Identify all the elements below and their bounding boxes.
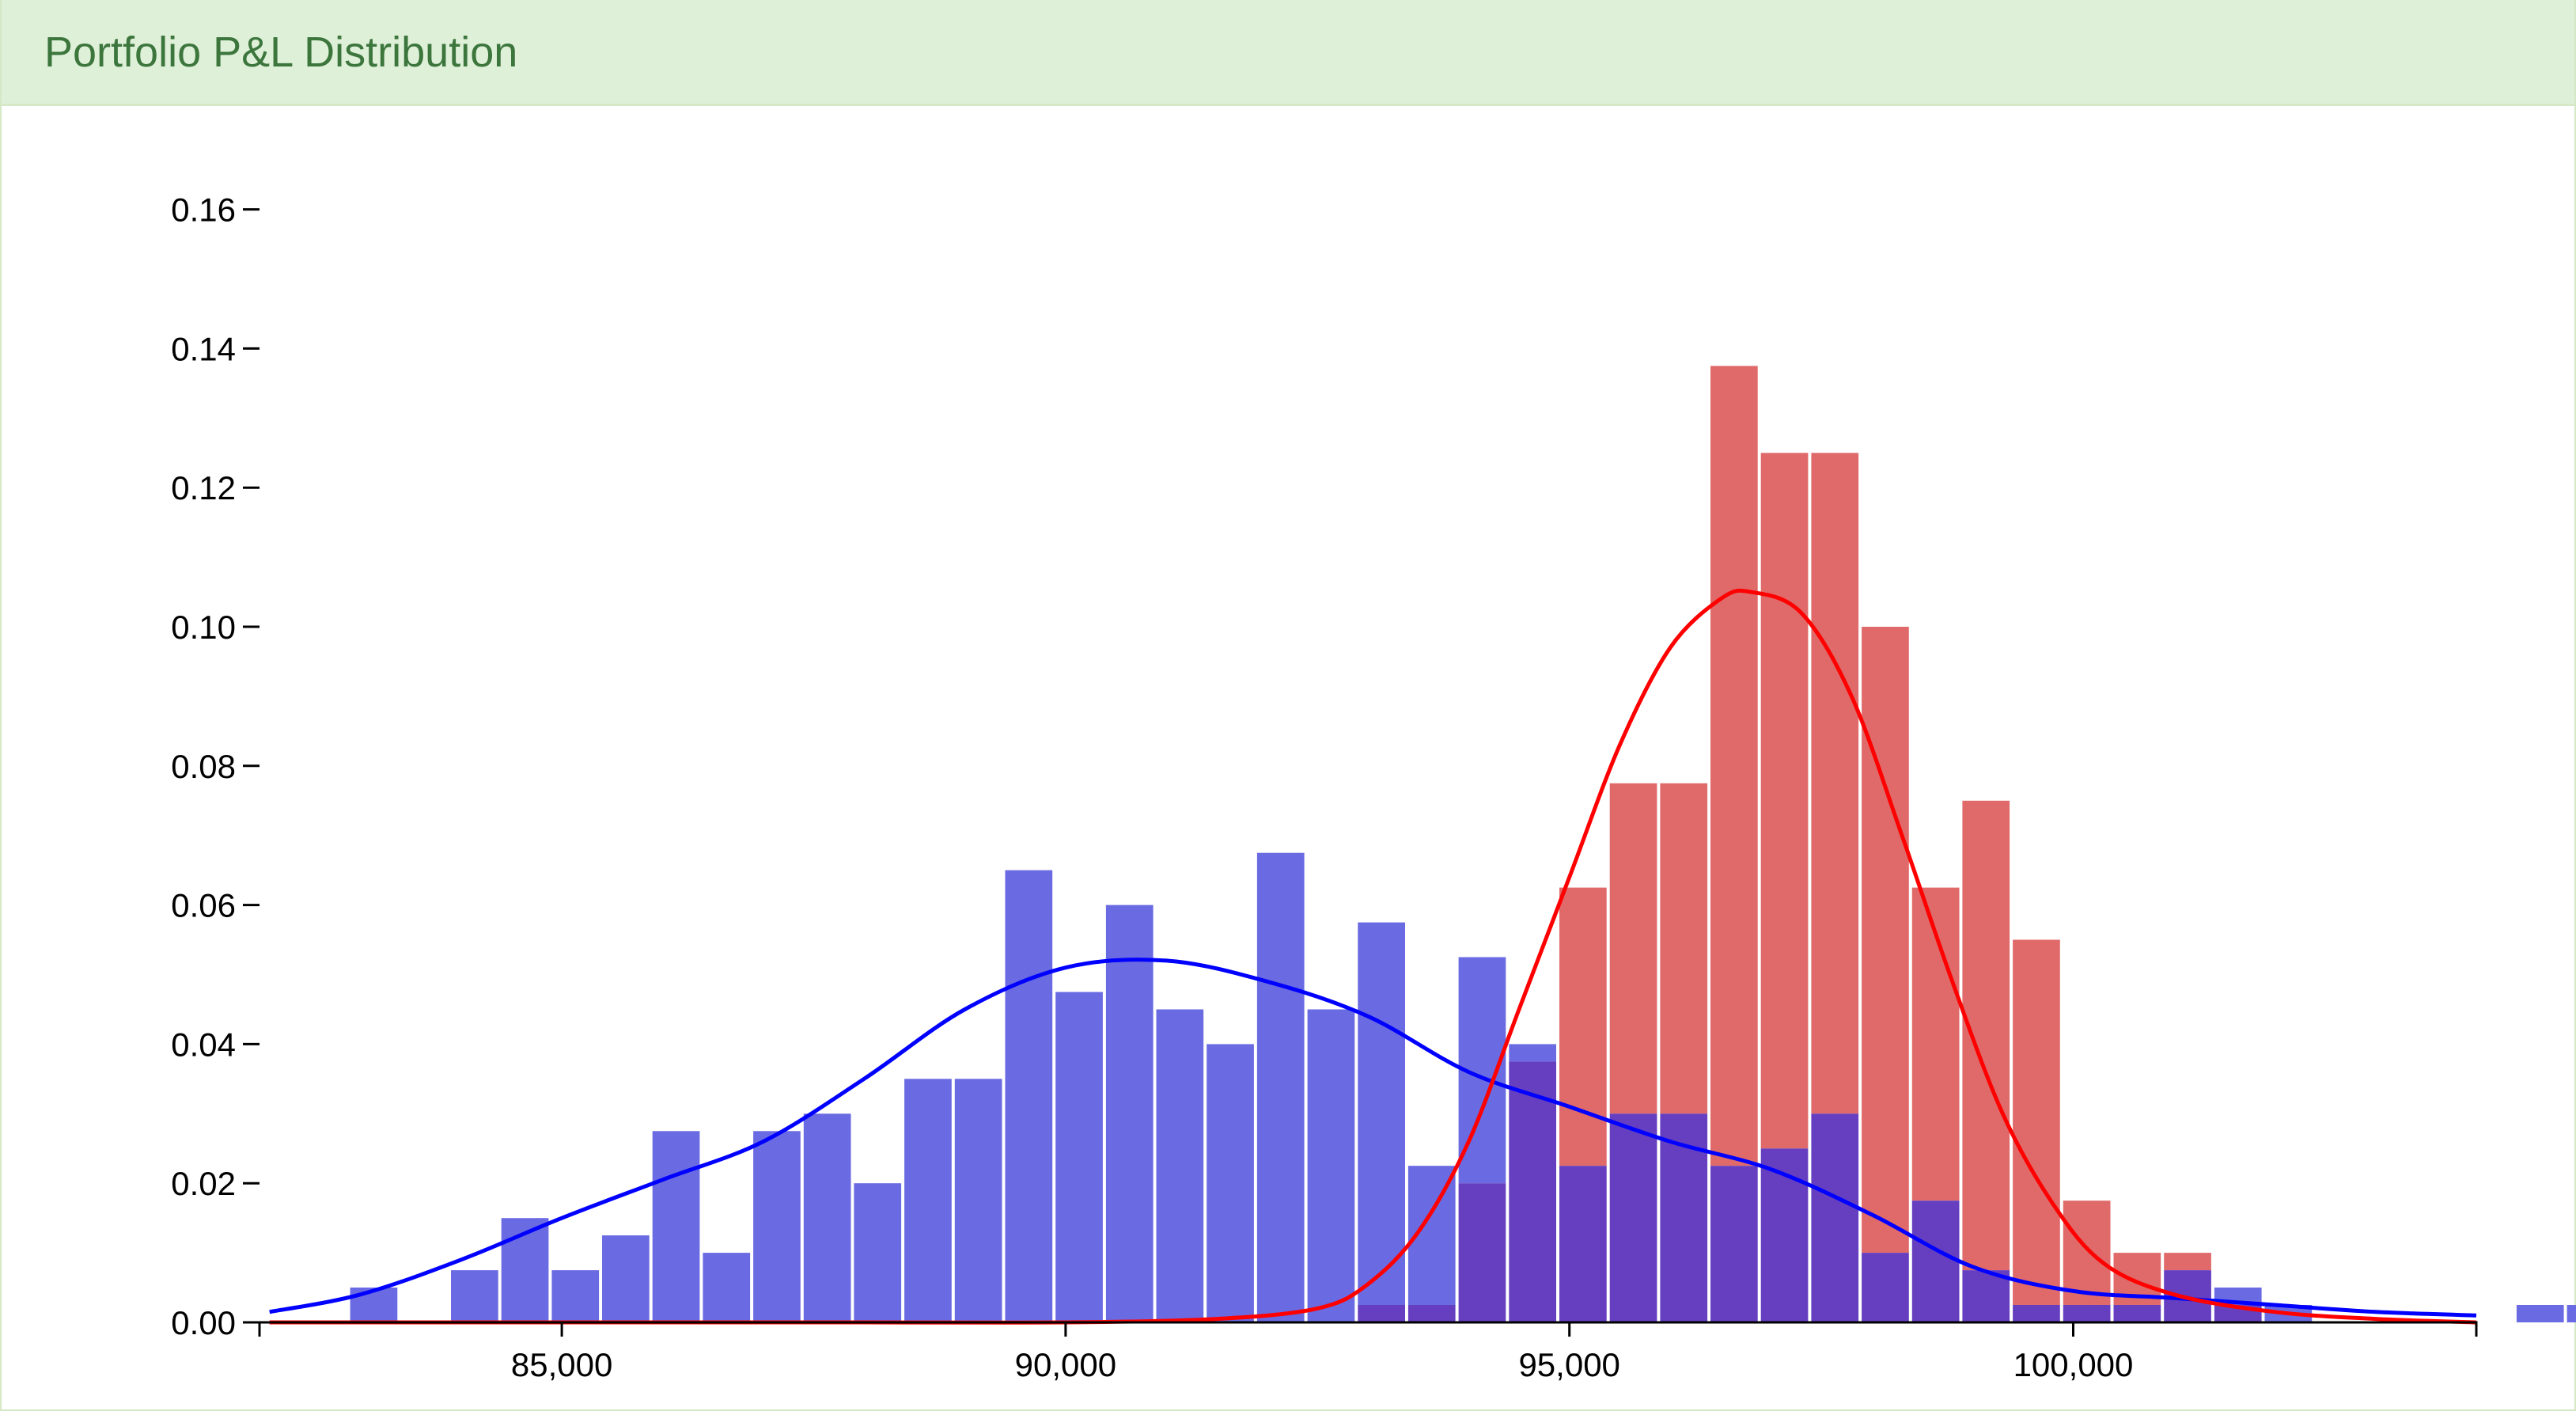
- y-tick-label: 0.12: [171, 469, 236, 506]
- overlap-bar-25: [1559, 1166, 1607, 1322]
- blue-bar-8: [703, 1253, 751, 1322]
- blue-bar-6: [602, 1235, 650, 1322]
- red-density-curve: [269, 588, 2477, 1325]
- blue-series-bars: [350, 852, 2576, 1322]
- blue-bar-13: [954, 1079, 1002, 1322]
- y-tick-label: 0.10: [171, 609, 236, 646]
- y-tick-label: 0.00: [171, 1304, 236, 1341]
- overlap-bar-36: [2113, 1305, 2161, 1322]
- y-tick-label: 0.04: [171, 1026, 236, 1063]
- red-bar-26: [1609, 783, 1657, 1114]
- blue-bar-7: [652, 1131, 700, 1322]
- density-curves: [269, 588, 2477, 1325]
- x-axis: 85,000 90,000 95,000 100,000: [258, 1321, 2478, 1383]
- red-bar-35: [2063, 1200, 2111, 1306]
- blue-bar-16: [1105, 905, 1154, 1322]
- overlap-bar-34: [2013, 1305, 2060, 1322]
- blue-bar-14: [1005, 870, 1053, 1322]
- blue-bar-24: [1509, 1044, 1556, 1062]
- blue-bar-18: [1207, 1044, 1254, 1322]
- red-bar-25: [1559, 887, 1607, 1166]
- blue-bar-10: [803, 1113, 851, 1322]
- red-bar-31: [1862, 627, 1909, 1254]
- y-tick-label: 0.08: [171, 748, 236, 785]
- red-bar-30: [1811, 453, 1859, 1114]
- x-tick-label: 100,000: [2013, 1346, 2134, 1383]
- blue-bar-15: [1055, 992, 1103, 1322]
- blue-density-curve: [269, 958, 2477, 1318]
- panel-title: Portfolio P&L Distribution: [44, 28, 518, 76]
- y-tick-label: 0.14: [171, 330, 236, 367]
- red-series-bars: [1559, 366, 2211, 1306]
- blue-bar-11: [854, 1183, 902, 1322]
- blue-bar-5: [551, 1270, 600, 1322]
- x-axis-line: [258, 1321, 2478, 1337]
- red-bar-27: [1660, 783, 1708, 1114]
- blue-bar-44: [2516, 1305, 2564, 1322]
- overlap-bar-32: [1911, 1200, 1960, 1322]
- red-bar-29: [1760, 453, 1809, 1149]
- overlap-bar-23: [1458, 1183, 1506, 1322]
- histogram-chart: 0.00 0.02 0.04 0.06 0.08 0.10 0.12 0.14 0.16 85,…: [171, 192, 2576, 1383]
- overlap-bar-35: [2063, 1305, 2111, 1322]
- x-tick-label: 95,000: [1518, 1346, 1619, 1383]
- blue-bar-19: [1256, 852, 1305, 1322]
- red-bar-33: [1962, 800, 2010, 1271]
- overlap-bar-33: [1962, 1270, 2010, 1322]
- x-tick-label: 85,000: [511, 1346, 612, 1383]
- blue-bar-45: [2567, 1305, 2576, 1322]
- blue-bar-20: [1307, 1009, 1355, 1322]
- overlap-bar-28: [1710, 1166, 1758, 1322]
- overlap-bar-24: [1509, 1061, 1556, 1322]
- panel-heading: Portfolio P&L Distribution: [2, 0, 2574, 106]
- overlap-bar-31: [1862, 1253, 1909, 1322]
- blue-bar-17: [1156, 1009, 1204, 1322]
- red-bar-34: [2013, 939, 2060, 1305]
- y-tick-label: 0.06: [171, 887, 236, 924]
- blue-bar-21: [1358, 922, 1405, 1306]
- blue-bar-3: [451, 1270, 498, 1322]
- overlap-bar-30: [1811, 1113, 1859, 1322]
- overlap-bar-29: [1760, 1148, 1809, 1323]
- overlap-bar-21: [1358, 1305, 1405, 1322]
- x-tick-label: 90,000: [1015, 1346, 1116, 1383]
- blue-bar-12: [904, 1079, 952, 1322]
- y-tick-label: 0.02: [171, 1165, 236, 1202]
- blue-bar-9: [753, 1131, 801, 1322]
- red-bar-28: [1710, 366, 1758, 1166]
- y-axis: 0.00 0.02 0.04 0.06 0.08 0.10 0.12 0.14 0.16: [171, 192, 259, 1341]
- overlap-bars: [1358, 1061, 2262, 1323]
- overlap-bar-26: [1609, 1113, 1657, 1322]
- blue-bar-1: [350, 1288, 398, 1322]
- red-bar-37: [2164, 1253, 2211, 1271]
- y-tick-label: 0.16: [171, 192, 236, 229]
- overlap-bar-22: [1407, 1305, 1456, 1322]
